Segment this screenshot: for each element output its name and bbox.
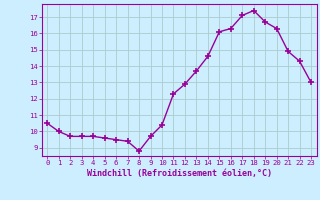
X-axis label: Windchill (Refroidissement éolien,°C): Windchill (Refroidissement éolien,°C) — [87, 169, 272, 178]
